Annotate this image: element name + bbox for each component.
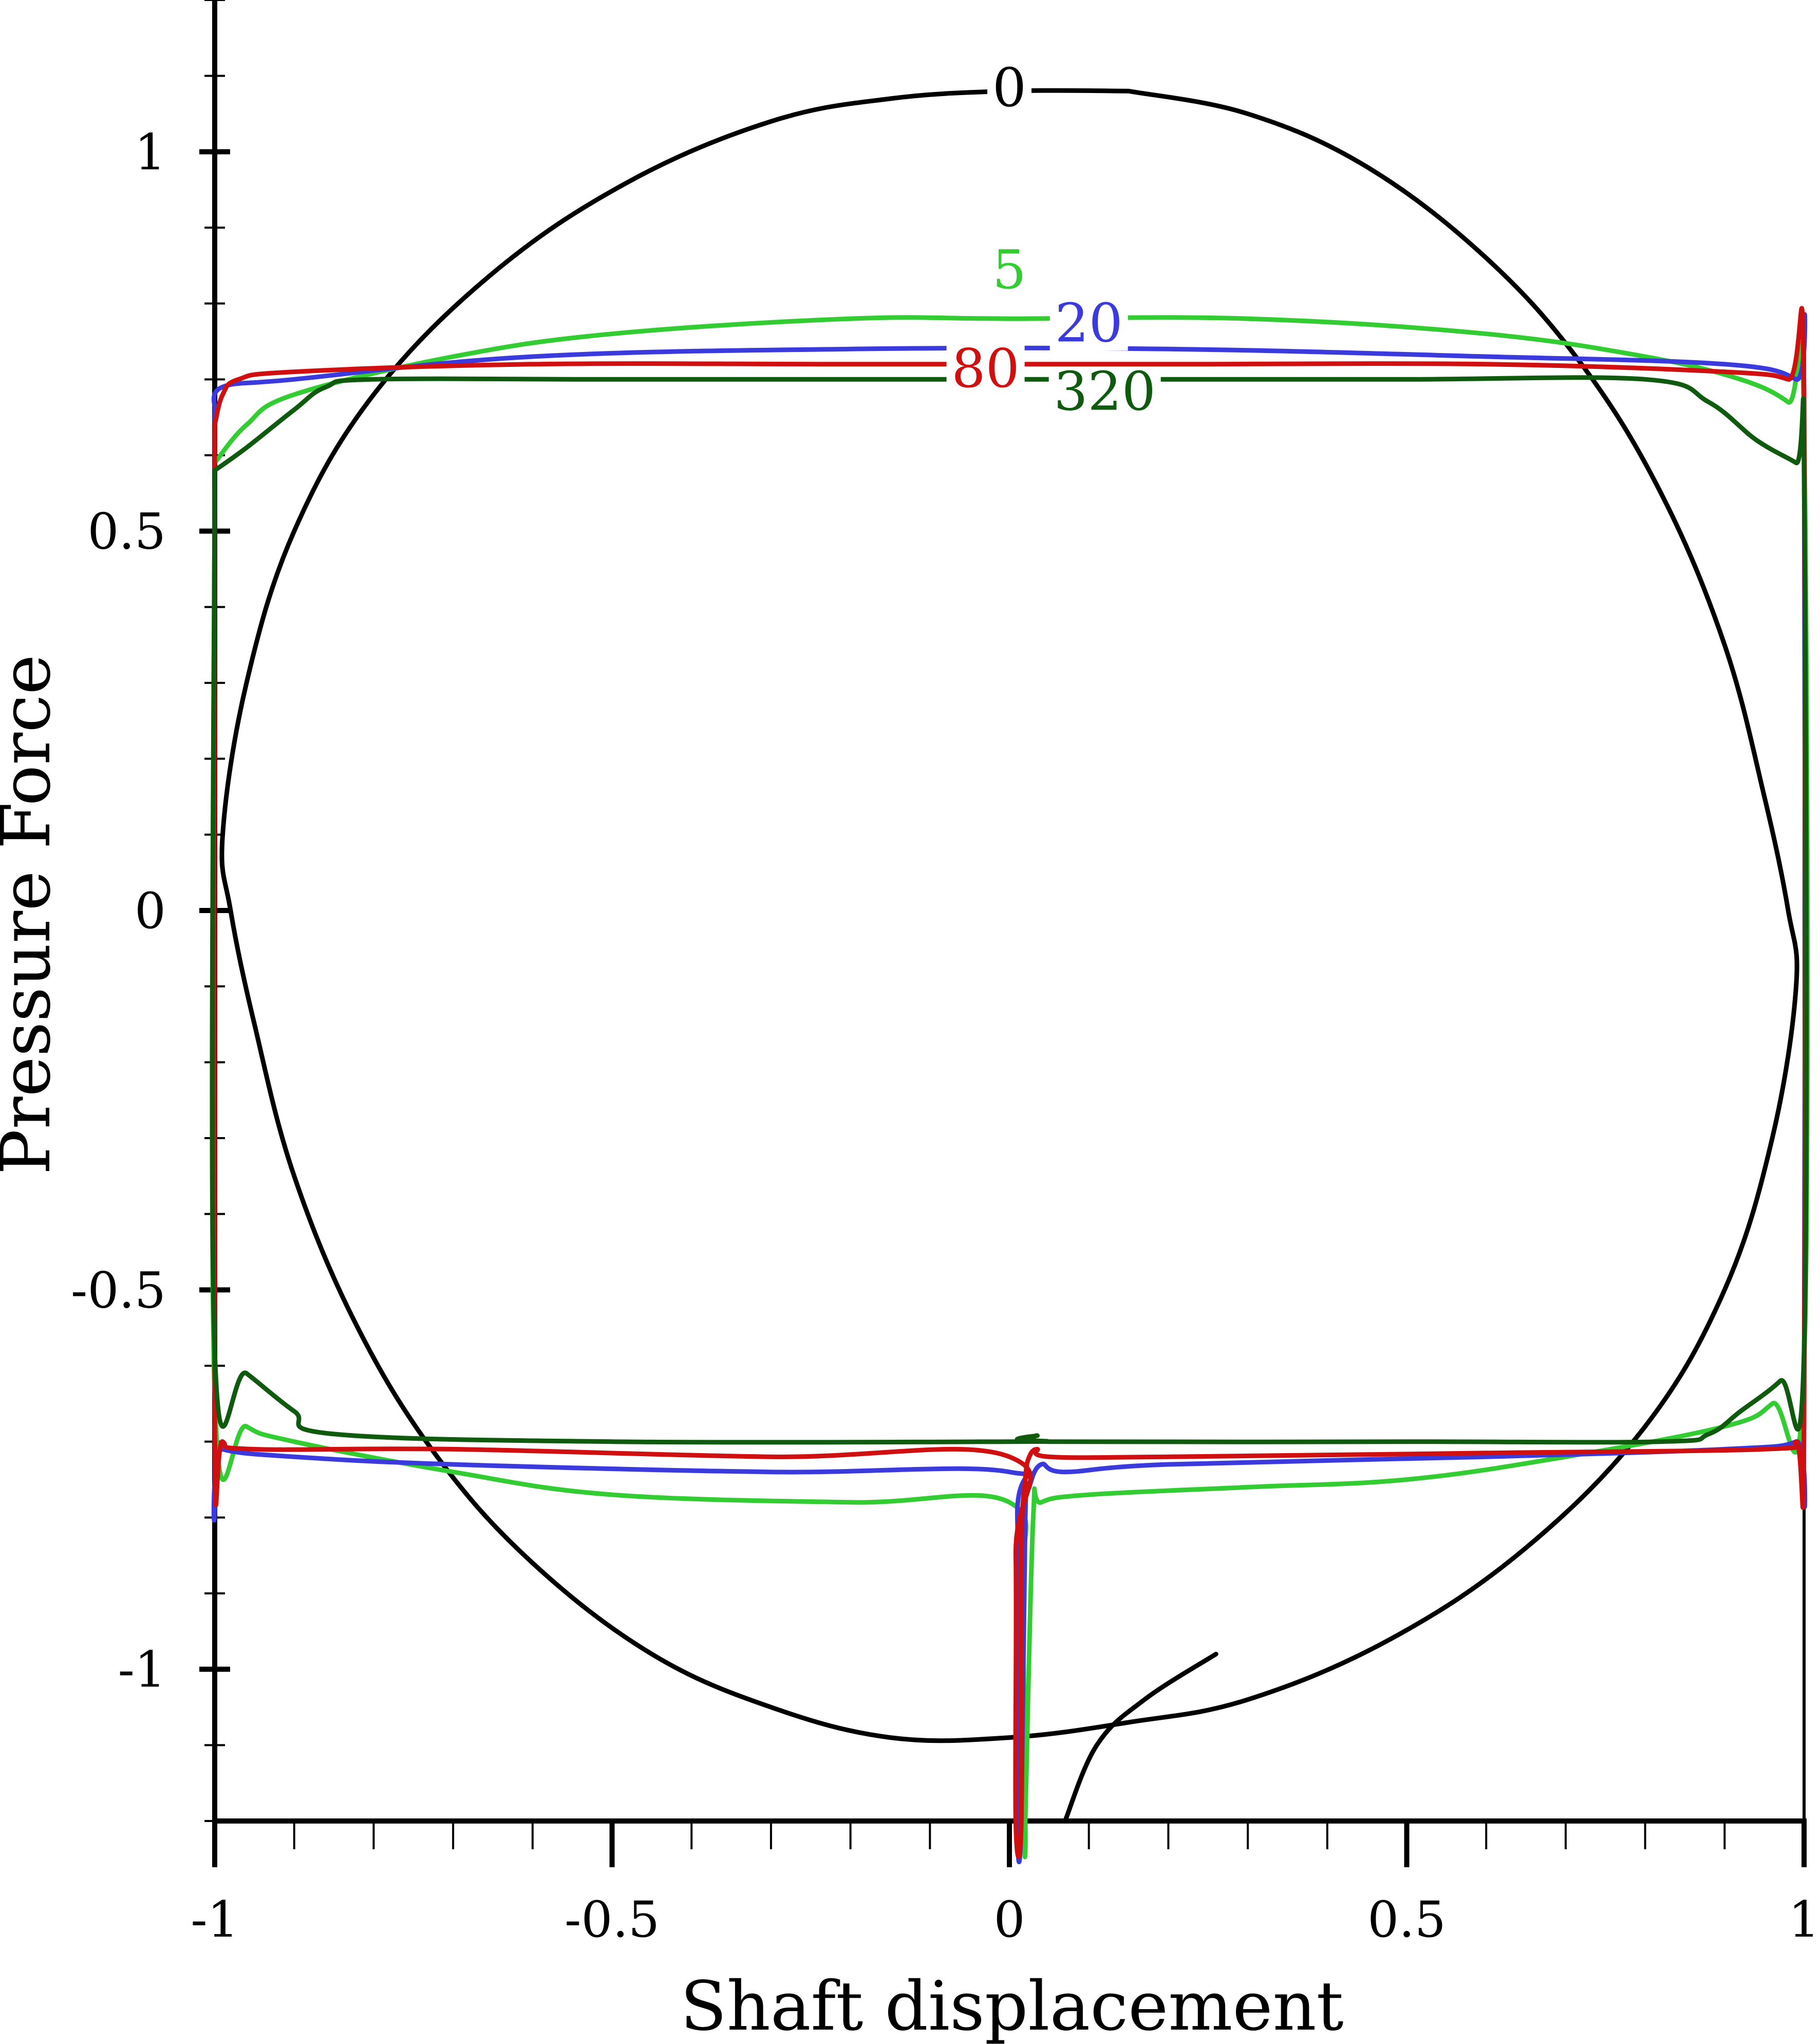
plot-series [210, 88, 1810, 1864]
y-tick-label: -0.5 [71, 1261, 166, 1319]
series-line-5 [210, 315, 1810, 1860]
x-axis-ticks: -1 -0.5 0 0.5 1 [191, 1821, 1820, 1948]
series-line-80 [212, 306, 1808, 1860]
x-tick-label: 0 [993, 1891, 1025, 1948]
y-tick-label: 0.5 [87, 503, 166, 561]
series-line-320 [210, 375, 1809, 1445]
series-label-320: 320 [1054, 360, 1156, 422]
series-line-0 [219, 88, 1799, 1743]
series-line-20 [211, 312, 1808, 1864]
series-label-background [1049, 299, 1128, 351]
series-labels: 0 5 20 80 320 [946, 57, 1161, 422]
y-tick-label: 1 [135, 123, 166, 181]
y-axis-title: Pressure Force [0, 655, 66, 1175]
series-label-background [1048, 367, 1161, 419]
series-label-background [987, 246, 1031, 298]
y-tick-label: -1 [118, 1641, 166, 1699]
x-tick-label: -0.5 [565, 1891, 660, 1948]
series-label-20: 20 [1055, 292, 1123, 355]
x-tick-label: -1 [191, 1891, 239, 1948]
series-line-extra-1 [1062, 1651, 1218, 1824]
y-axis-ticks: 1 0.5 0 -0.5 -1 [71, 0, 230, 1822]
series-label-80: 80 [951, 337, 1019, 400]
series-label-5: 5 [992, 238, 1026, 301]
x-axis-title: Shaft displacement [680, 1967, 1343, 2044]
x-tick-label: 1 [1788, 1891, 1819, 1948]
series-label-background [987, 64, 1031, 116]
y-tick-label: 0 [135, 882, 166, 940]
series-label-background [946, 345, 1025, 397]
series-label-0: 0 [992, 57, 1026, 119]
x-tick-label: 0.5 [1367, 1891, 1446, 1948]
